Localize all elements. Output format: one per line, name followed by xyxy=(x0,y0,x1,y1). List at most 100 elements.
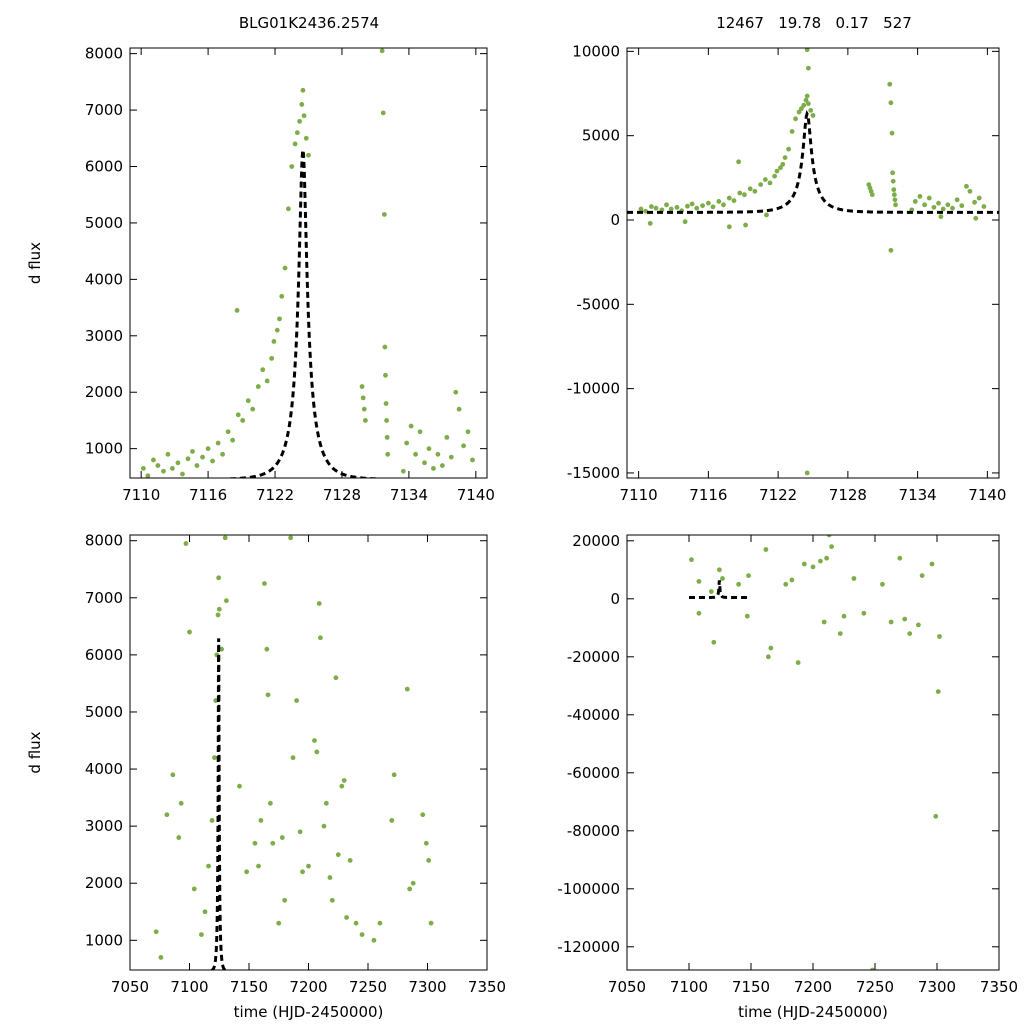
y-tick-label: -120000 xyxy=(557,938,620,956)
data-point xyxy=(410,880,416,886)
x-tick-label: 7200 xyxy=(794,978,832,996)
data-point xyxy=(710,204,716,210)
data-point xyxy=(772,173,778,179)
y-tick-label: 8000 xyxy=(85,45,123,63)
y-axis-label: d flux xyxy=(26,731,44,773)
x-tick-label: 7140 xyxy=(968,486,1006,504)
data-point xyxy=(274,327,280,333)
y-tick-label: -15000 xyxy=(567,464,620,482)
data-point xyxy=(726,195,732,201)
data-point xyxy=(199,932,204,938)
data-point xyxy=(808,107,814,113)
data-point xyxy=(202,909,208,915)
data-point xyxy=(210,458,215,464)
plot-frame xyxy=(129,534,488,971)
data-point xyxy=(891,187,897,193)
x-tick-label: 7050 xyxy=(608,978,646,996)
data-point xyxy=(300,869,305,875)
x-tick-label: 7116 xyxy=(189,486,227,504)
data-point xyxy=(768,645,774,651)
data-point xyxy=(423,840,429,846)
data-point xyxy=(890,178,896,184)
model-curve xyxy=(689,580,751,599)
data-point xyxy=(736,581,741,587)
data-point xyxy=(453,389,459,395)
y-tick-label: 3000 xyxy=(85,817,123,835)
data-point xyxy=(682,219,688,225)
data-point xyxy=(668,206,674,212)
y-tick-label: 7000 xyxy=(85,101,123,119)
data-point xyxy=(937,634,942,639)
data-point xyxy=(244,869,250,875)
data-point xyxy=(954,197,960,203)
data-point xyxy=(926,195,932,201)
data-point xyxy=(444,434,450,440)
data-point xyxy=(826,535,832,538)
data-point xyxy=(981,204,987,209)
data-point xyxy=(383,401,389,406)
data-point xyxy=(361,406,367,412)
data-point xyxy=(360,395,366,401)
data-point xyxy=(967,188,973,194)
data-point xyxy=(919,573,925,578)
data-point xyxy=(377,920,383,926)
data-point xyxy=(234,308,240,313)
y-tick-label: 1000 xyxy=(85,931,123,949)
y-tick-label: 6000 xyxy=(85,158,123,176)
data-point xyxy=(892,197,898,203)
data-point xyxy=(164,812,170,818)
data-point xyxy=(736,159,741,165)
data-point xyxy=(262,581,267,586)
data-point xyxy=(889,130,895,136)
data-point xyxy=(973,215,979,221)
data-point xyxy=(888,619,894,625)
x-tick-label: 7110 xyxy=(122,486,160,504)
data-point xyxy=(780,161,786,167)
data-point xyxy=(700,203,705,209)
y-tick-label: 1000 xyxy=(85,440,123,458)
data-point xyxy=(339,783,345,789)
x-tick-label: 7100 xyxy=(670,978,708,996)
data-point xyxy=(329,897,335,903)
data-point xyxy=(194,463,200,468)
data-point xyxy=(708,589,714,594)
data-point xyxy=(726,224,732,230)
data-point xyxy=(674,204,680,210)
data-point xyxy=(382,344,388,350)
data-point xyxy=(155,463,161,468)
data-point xyxy=(255,384,261,389)
data-point xyxy=(689,201,695,207)
x-tick-label: 7300 xyxy=(408,978,446,996)
panel-top-right: 7110 7116 7122 7128 7134 7140 -15000 -10000 -500… xyxy=(567,42,1007,504)
data-point xyxy=(783,581,789,587)
y-tick-label: 0 xyxy=(610,211,620,229)
data-point xyxy=(744,613,750,619)
data-point xyxy=(161,468,166,474)
data-point xyxy=(887,81,893,87)
y-tick-label: -20000 xyxy=(567,648,620,666)
data-point xyxy=(385,451,391,457)
data-point xyxy=(767,180,773,186)
y-tick-label: 5000 xyxy=(85,214,123,232)
y-tick-label: -100000 xyxy=(557,880,620,898)
data-point xyxy=(223,598,229,604)
data-point xyxy=(187,629,192,635)
data-point xyxy=(804,48,810,53)
y-tick-label: 7000 xyxy=(85,589,123,607)
data-point xyxy=(696,579,702,584)
data-point xyxy=(976,195,982,201)
data-point xyxy=(312,738,317,743)
data-point xyxy=(912,199,918,204)
data-point xyxy=(940,206,946,212)
data-point xyxy=(303,135,309,141)
data-point xyxy=(359,384,365,389)
data-point xyxy=(212,755,217,761)
data-point xyxy=(696,610,702,616)
data-point xyxy=(869,192,875,198)
data-point xyxy=(282,897,288,903)
data-point xyxy=(408,423,414,429)
data-point xyxy=(417,429,423,435)
data-point xyxy=(420,812,426,818)
data-point xyxy=(804,93,810,99)
data-point xyxy=(743,222,748,228)
